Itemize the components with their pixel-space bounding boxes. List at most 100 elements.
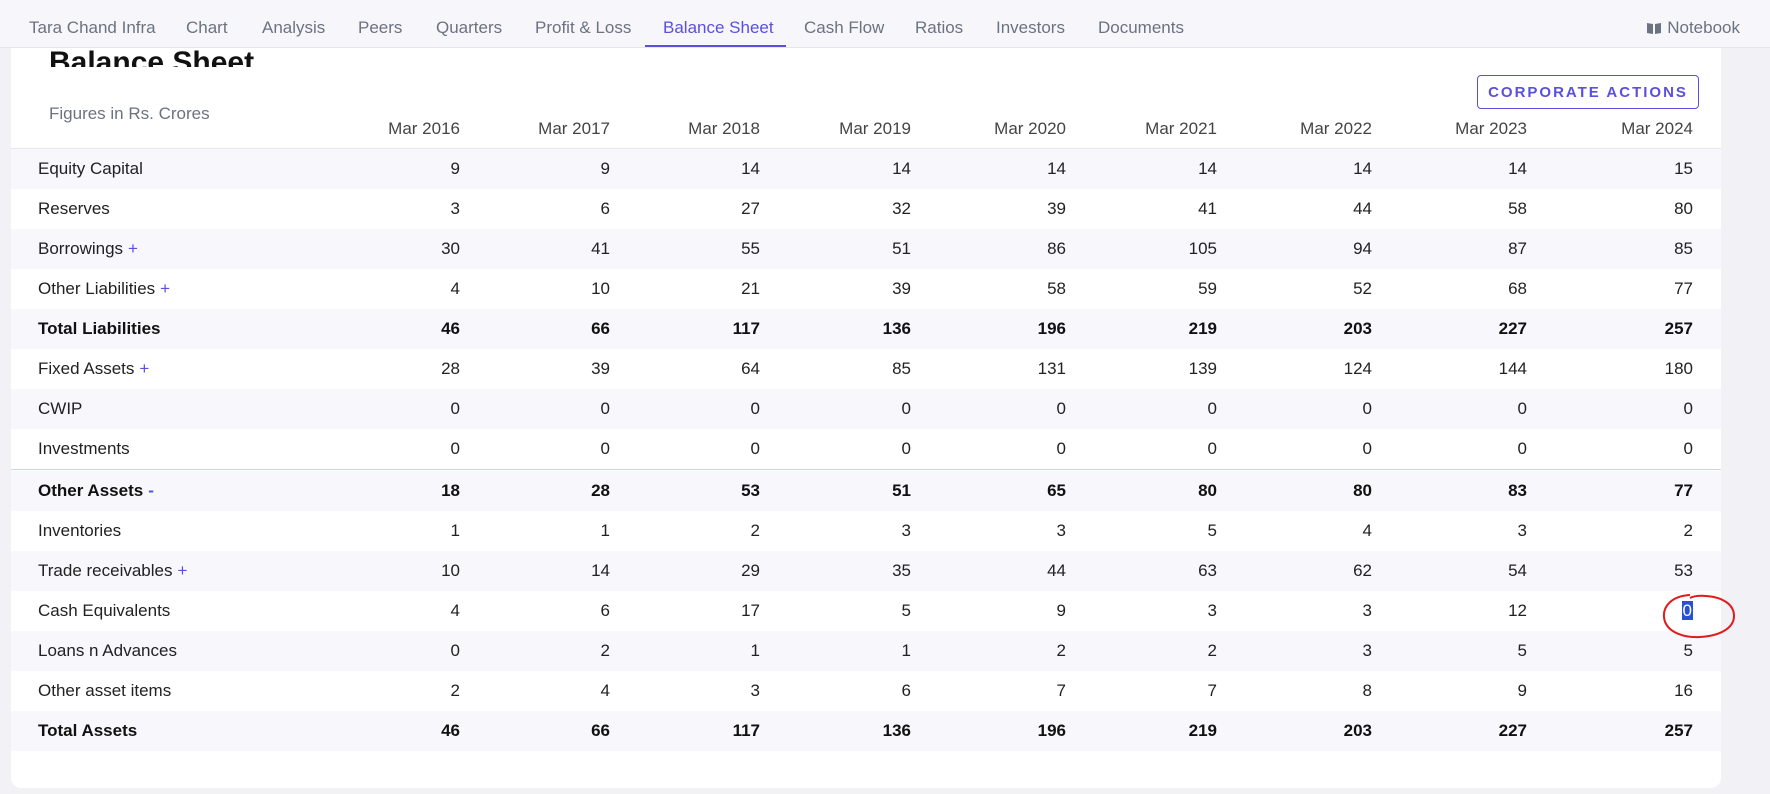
table-cell: 3 [1056,521,1066,540]
row-label[interactable]: Fixed Assets + [38,349,149,389]
table-cell: 80 [1353,481,1372,500]
table-cell: 0 [1056,439,1066,458]
table-cell: 219 [1188,721,1217,740]
table-cell: 27 [741,199,760,218]
nav-profit-loss[interactable]: Profit & Loss [535,18,632,37]
table-row: Cash Equivalents 4 6 17 5 9 3 3 12 0 [11,591,1721,631]
table-cell: 85 [1674,239,1693,258]
notebook-link[interactable]: Notebook [1647,0,1740,47]
row-label-text: Cash Equivalents [38,601,171,620]
collapse-icon[interactable]: - [148,481,154,500]
nav-quarters[interactable]: Quarters [436,18,503,37]
table-cell: 0 [600,399,610,418]
table-cell: 53 [741,481,760,500]
table-cell: 41 [591,239,610,258]
row-label: Reserves [38,189,110,229]
row-label[interactable]: Borrowings + [38,229,138,269]
nav-peers[interactable]: Peers [358,18,403,37]
table-cell: 44 [1047,561,1066,580]
table-cell: 227 [1498,721,1527,740]
table-cell: 0 [1207,439,1217,458]
table-row[interactable]: Other Assets - 18 28 53 51 65 80 80 83 77 [11,471,1721,511]
table-cell: 131 [1037,359,1066,378]
table-cell: 257 [1664,319,1693,338]
table-cell: 12 [1508,601,1527,620]
section-title: Balance Sheet [49,48,255,67]
table-cell: 2 [450,681,460,700]
row-label-text: Reserves [38,199,110,218]
table-cell: 3 [750,681,760,700]
table-row: Loans n Advances 0 2 1 1 2 2 3 5 5 [11,631,1721,671]
corporate-actions-button[interactable]: CORPORATE ACTIONS [1477,75,1699,109]
table-cell: 14 [1353,159,1372,178]
table-cell: 180 [1664,359,1693,378]
table-cell: 136 [882,721,911,740]
table-cell: 46 [441,721,460,740]
row-label-text: Inventories [38,521,122,540]
nav-analysis[interactable]: Analysis [262,18,326,37]
table-cell: 8 [1362,681,1372,700]
table-cell: 58 [1508,199,1527,218]
column-header: Mar 2024 [1621,119,1693,138]
column-header: Mar 2022 [1300,119,1372,138]
section-subtitle: Figures in Rs. Crores [49,104,210,123]
table-cell: 7 [1207,681,1217,700]
nav-documents[interactable]: Documents [1098,18,1184,37]
nav-cash-flow[interactable]: Cash Flow [804,18,885,37]
table-cell: 39 [1047,199,1066,218]
expand-icon[interactable]: + [128,239,138,258]
table-cell: 80 [1674,199,1693,218]
table-cell: 3 [1517,521,1527,540]
table-row[interactable]: Trade receivables +10 14 29 35 44 63 62 54 53 [11,551,1721,591]
table-row: Inventories 1 1 2 3 3 5 4 3 2 [11,511,1721,551]
table-row[interactable]: Other Liabilities +4 10 21 39 58 59 52 68 77 [11,269,1721,310]
table-cell: 0 [1517,399,1527,418]
expand-icon[interactable]: + [160,279,171,298]
table-cell: 117 [732,721,760,740]
table-cell: 6 [901,681,911,700]
nav-investors[interactable]: Investors [996,18,1065,37]
expand-icon[interactable]: + [139,359,150,378]
nav-ratios[interactable]: Ratios [915,18,964,37]
table-cell: 0 [1056,399,1066,418]
table-cell: 14 [1047,159,1066,178]
table-cell: 0 [1517,439,1527,458]
row-label-text: Total Liabilities [38,319,161,338]
table-row: Other asset items 2 4 3 6 7 7 8 9 16 [11,671,1721,712]
table-cell: 0 [600,439,610,458]
table-cell: 9 [600,159,610,178]
table-cell: 32 [892,199,911,218]
table-cell: 0 [1207,399,1217,418]
table-cell: 83 [1508,481,1527,500]
table-cell: 14 [1198,159,1217,178]
table-cell: 86 [1047,239,1066,258]
table-row[interactable]: Fixed Assets +28 39 64 85 131 139 124 144 180 [11,349,1721,389]
notebook-label: Notebook [1667,18,1740,37]
nav-company[interactable]: Tara Chand Infra [29,18,156,37]
table-cell: 2 [1056,641,1066,660]
book-icon [1647,23,1662,34]
table-cell: 15 [1674,159,1693,178]
table-row: Investments 0 0 0 0 0 0 0 0 0 [11,429,1721,470]
expand-icon[interactable]: + [177,561,188,580]
table-cell: 0 [450,439,460,458]
row-label-text: Fixed Assets [38,359,135,378]
table-cell: 58 [1047,279,1066,298]
table-cell: 5 [901,601,911,620]
row-label[interactable]: Trade receivables + [38,551,187,591]
table-cell: 2 [1207,641,1217,660]
table-row[interactable]: Borrowings +30 41 55 51 86 105 94 87 85 [11,229,1721,269]
row-label[interactable]: Other Liabilities + [38,269,170,309]
row-label-text: Trade receivables [38,561,173,580]
table-cell: 66 [591,721,610,740]
table-cell: 117 [732,319,760,338]
nav-chart[interactable]: Chart [186,18,228,37]
nav-balance-sheet[interactable]: Balance Sheet [663,18,774,37]
table-cell: 28 [591,481,610,500]
row-label[interactable]: Other Assets - [38,471,154,511]
table-cell: 51 [892,481,911,500]
table-cell: 53 [1674,561,1693,580]
table-cell: 29 [741,561,760,580]
table-cell: 0 [1683,439,1693,458]
table-cell: 0 [901,399,911,418]
